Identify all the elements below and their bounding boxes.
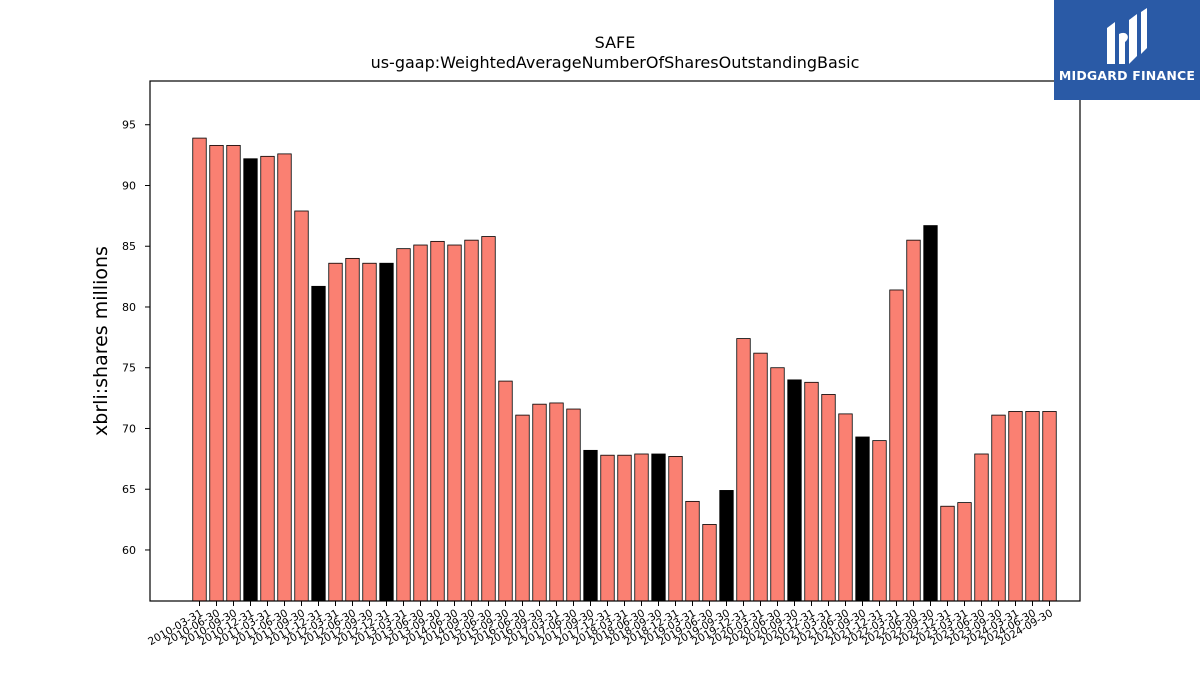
bar-2016-09-30: [532, 403, 547, 602]
bar-2013-03-31: [396, 248, 411, 602]
y-tick-label: 85: [122, 240, 136, 253]
bar-2020-03-31: [753, 352, 768, 602]
bar-2014-09-30: [464, 239, 479, 602]
bar-2016-06-30: [515, 414, 530, 602]
bar-2022-12-31: [940, 505, 955, 602]
x-axis: 2010-03-312010-06-302010-09-302010-12-31…: [146, 601, 1055, 648]
bar-2013-06-30: [413, 244, 428, 602]
bar-2023-09-30: [991, 414, 1006, 602]
bar-2010-09-30: [226, 144, 241, 602]
bar-2013-09-30: [430, 240, 445, 602]
bar-2022-06-30: [906, 239, 921, 602]
bar-2020-09-30: [787, 379, 802, 602]
bar-2023-06-30: [974, 453, 989, 602]
bar-2011-12-31: [311, 285, 326, 602]
bar-2024-09-30: [1042, 411, 1057, 602]
chart-title: SAFE: [594, 33, 636, 52]
bar-2011-06-30: [277, 153, 292, 602]
bar-2010-03-31: [192, 137, 207, 602]
y-tick-label: 80: [122, 301, 136, 314]
bar-2015-09-30: [498, 380, 513, 602]
bar-2012-06-30: [345, 257, 360, 602]
bar-2024-06-30: [1025, 411, 1040, 602]
bar-2017-03-31: [549, 402, 564, 602]
bar-2019-06-30: [702, 524, 717, 602]
bar-2018-03-31: [617, 454, 632, 602]
plot-frame: [149, 80, 1081, 602]
bar-2021-12-31: [872, 440, 887, 602]
bar-2014-06-30: [447, 244, 462, 602]
bar-2018-12-31: [668, 456, 683, 602]
bar-2015-06-30: [481, 236, 496, 602]
bar-2022-09-30: [923, 225, 938, 602]
y-axis: 60 65 70 75 80 85 90 95: [122, 119, 150, 557]
bar-2021-09-30: [855, 436, 870, 602]
chart-subtitle: us-gaap:WeightedAverageNumberOfSharesOut…: [370, 53, 860, 72]
bar-2010-06-30: [209, 144, 224, 602]
bar-2017-09-30: [583, 449, 598, 602]
bar-2012-03-31: [328, 262, 343, 602]
y-axis-label: xbrli:shares millions: [90, 246, 112, 436]
bar-2018-06-30: [634, 453, 649, 602]
y-tick-label: 90: [122, 179, 136, 192]
bar-2022-03-31: [889, 289, 904, 602]
bar-2010-12-31: [243, 158, 258, 602]
bar-2020-06-30: [770, 367, 785, 602]
y-tick-label: 95: [122, 119, 136, 132]
bar-2023-03-31: [957, 502, 972, 602]
bars-group: [192, 137, 1057, 602]
y-tick-label: 60: [122, 544, 136, 557]
brand-name: MIDGARD FINANCE: [1058, 68, 1196, 83]
bar-2021-03-31: [821, 394, 836, 602]
bar-2024-03-31: [1008, 411, 1023, 602]
bar-2011-09-30: [294, 210, 309, 602]
y-tick-label: 65: [122, 483, 136, 496]
bar-2011-03-31: [260, 155, 275, 602]
bar-2019-03-31: [685, 500, 700, 602]
bar-2017-12-31: [600, 454, 615, 602]
bar-2019-09-30: [719, 490, 734, 602]
bar-2017-06-30: [566, 408, 581, 602]
bar-2012-12-31: [379, 262, 394, 602]
bar-2020-12-31: [804, 381, 819, 602]
bar-2018-09-30: [651, 453, 666, 602]
brand-mark-icon: [1107, 8, 1147, 64]
brand-logo: MIDGARD FINANCE: [1054, 0, 1200, 100]
y-tick-label: 70: [122, 422, 136, 435]
bar-2012-09-30: [362, 262, 377, 602]
bar-2021-06-30: [838, 413, 853, 602]
bar-2019-12-31: [736, 338, 751, 602]
y-tick-label: 75: [122, 362, 136, 375]
